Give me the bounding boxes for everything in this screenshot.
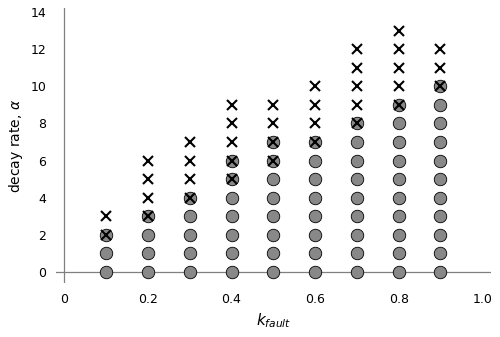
- Y-axis label: decay rate, $\alpha$: decay rate, $\alpha$: [7, 99, 25, 193]
- X-axis label: $k_{fault}$: $k_{fault}$: [256, 311, 291, 330]
